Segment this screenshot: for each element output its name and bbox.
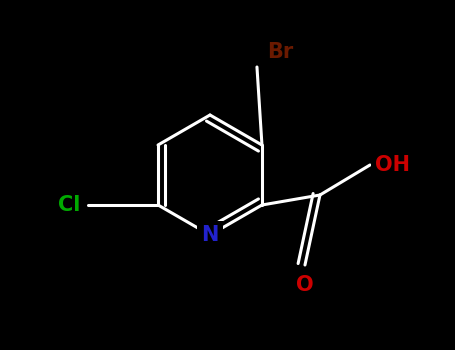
Text: Br: Br xyxy=(267,42,293,62)
Text: O: O xyxy=(296,275,314,295)
Text: OH: OH xyxy=(375,155,410,175)
Text: N: N xyxy=(201,225,219,245)
Text: Cl: Cl xyxy=(58,195,80,215)
